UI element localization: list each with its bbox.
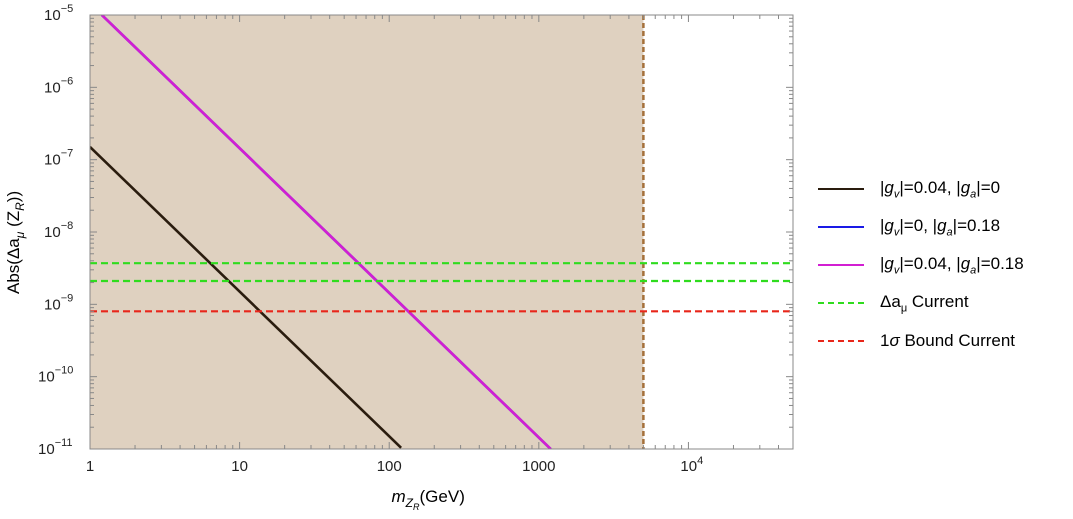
y-tick-label: 10−7 [44, 148, 73, 169]
y-axis-title-mu: μ [13, 231, 27, 239]
y-tick-label-exponent: −8 [61, 220, 74, 232]
x-axis-title-sub: Z [405, 496, 414, 510]
x-tick-label: 1 [86, 458, 94, 475]
excluded-region [90, 15, 644, 449]
legend-item-delta-amu: Δaμ Current [818, 284, 1068, 322]
legend-swatch-delta-amu [818, 302, 864, 304]
legend-label-gv-only: |gv|=0.04, |ga|=0 [880, 177, 1001, 201]
legend-label-1sigma: 1σ Bound Current [880, 331, 1016, 350]
x-axis-title-m: m [392, 487, 406, 506]
y-tick-label-exponent: −9 [61, 292, 74, 304]
y-tick-label: 10−11 [38, 437, 73, 458]
series-line-0 [90, 145, 403, 449]
y-axis-title-r: R [13, 202, 27, 211]
y-tick-label: 10−5 [44, 3, 73, 24]
legend-label-ga-only: |gv|=0, |ga|=0.18 [880, 215, 1001, 239]
series-group [90, 15, 793, 449]
legend-item-gv-only: |gv|=0.04, |ga|=0 [818, 170, 1068, 208]
x-tick-label: 104 [680, 455, 703, 475]
series-line-2 [100, 15, 552, 449]
y-tick-label: 10−9 [44, 292, 73, 313]
y-tick-label-exponent: −7 [61, 148, 74, 160]
x-tick-label: 1000 [522, 458, 555, 475]
legend-item-gv-ga: |gv|=0.04, |ga|=0.18 [818, 246, 1068, 284]
y-tick-label: 10−6 [44, 75, 73, 96]
legend-item-1sigma: 1σ Bound Current [818, 322, 1068, 360]
legend: |gv|=0.04, |ga|=0 |gv|=0, |ga|=0.18 |gv|… [818, 170, 1068, 360]
y-tick-label-exponent: −11 [55, 437, 73, 449]
x-axis-title-subsub: R [413, 502, 420, 512]
y-axis-title-open: (Z [4, 211, 23, 232]
legend-swatch-gv-only [818, 188, 864, 190]
y-axis-title-main: Abs(Δa [4, 238, 23, 294]
legend-item-ga-only: |gv|=0, |ga|=0.18 [818, 208, 1068, 246]
y-axis-title: Abs(Δaμ (ZR)) [4, 191, 27, 294]
x-tick-label: 100 [377, 458, 402, 475]
y-tick-label-exponent: −10 [55, 365, 74, 377]
y-tick-label-exponent: −6 [61, 75, 74, 87]
legend-label-gv-ga: |gv|=0.04, |ga|=0.18 [880, 253, 1024, 277]
legend-label-delta-amu: Δaμ Current [880, 291, 969, 315]
x-axis-title-unit: (GeV) [420, 487, 465, 506]
y-axis-title-close: )) [4, 191, 23, 202]
y-tick-label-exponent: −5 [61, 3, 74, 15]
legend-swatch-gv-ga [818, 264, 864, 266]
legend-swatch-1sigma [818, 340, 864, 342]
x-axis-title: mZR(GeV) [392, 487, 465, 512]
x-tick-label: 10 [231, 458, 248, 475]
y-tick-label: 10−8 [44, 220, 73, 241]
y-tick-label: 10−10 [38, 365, 73, 386]
x-tick-label-exponent: 4 [697, 455, 703, 467]
legend-swatch-ga-only [818, 226, 864, 228]
